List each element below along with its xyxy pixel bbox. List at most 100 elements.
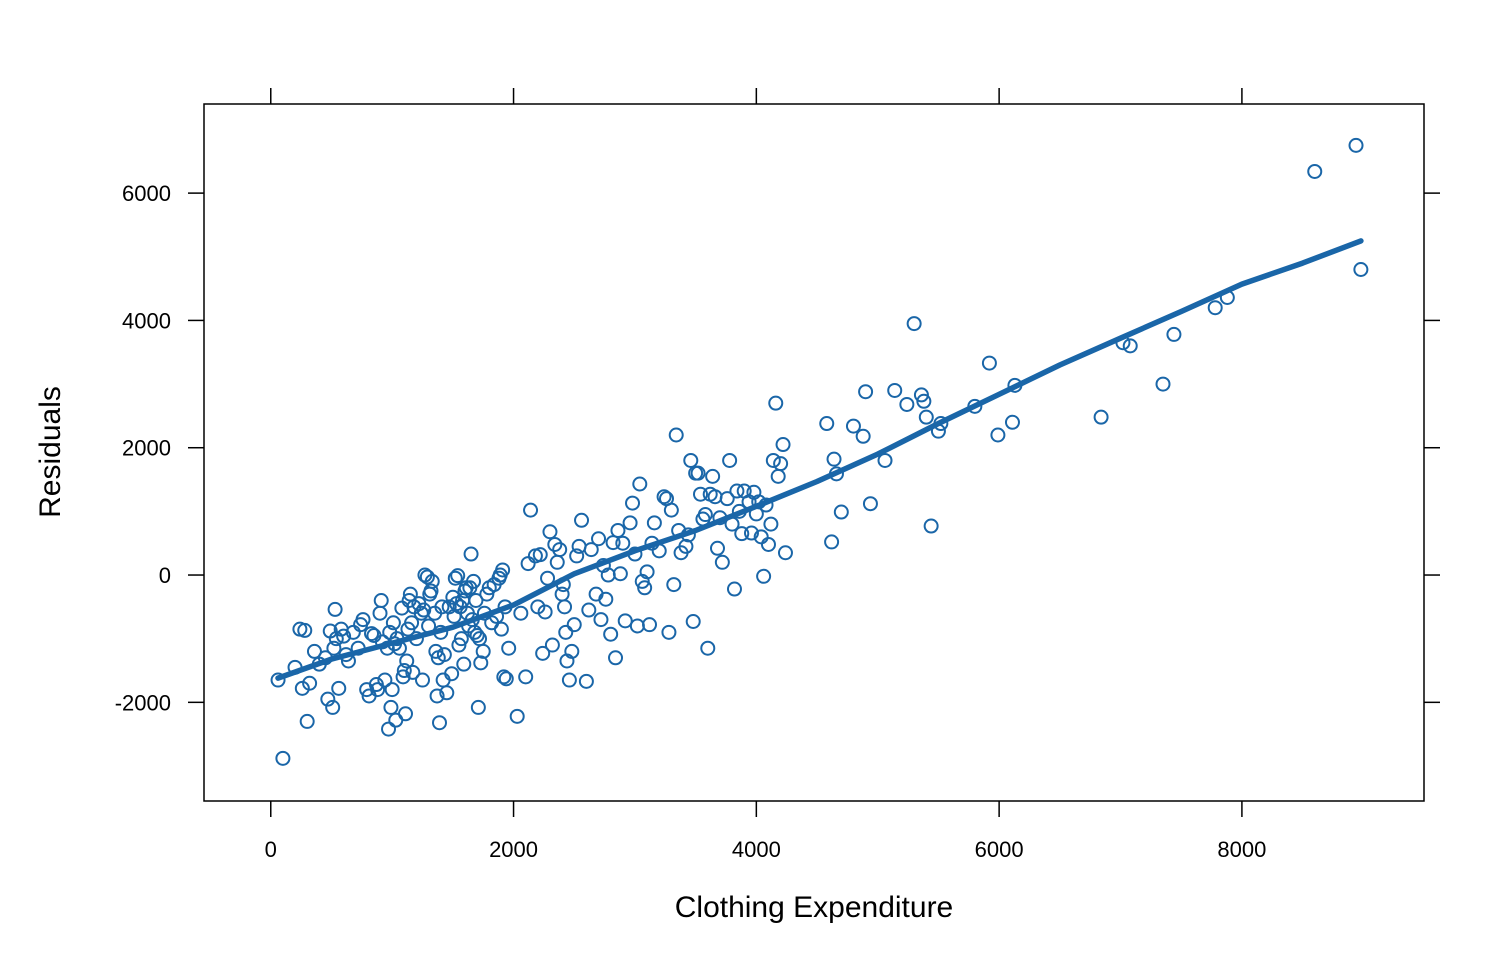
data-point [383,699,399,715]
data-point [692,486,708,502]
data-point [826,451,842,467]
x-tick-label: 4000 [732,837,781,862]
data-point [451,637,467,653]
data-point [598,591,614,607]
axis-tick-labels: 0 2000 4000 6000 8000 -2000 0 2000 4000 6000 [115,181,1267,862]
data-point [845,418,861,434]
data-point [615,535,631,551]
data-point [385,615,401,631]
data-point [719,491,735,507]
data-point [377,672,393,688]
data-point [690,465,706,481]
data-point [384,682,400,698]
data-point [763,516,779,532]
data-point [773,456,789,472]
data-point [707,489,723,505]
data-point [520,556,536,572]
data-point [428,643,444,659]
data-point [663,502,679,518]
data-point [899,396,915,412]
data-point [306,643,322,659]
data-point [547,536,563,552]
data-point [429,688,445,704]
data-point [424,573,440,589]
data-point [916,393,932,409]
data-point [537,604,553,620]
data-point [558,624,574,640]
x-axis-title: Clothing Expenditure [675,891,954,924]
data-point [743,525,759,541]
data-point [593,612,609,628]
y-tick-label: -2000 [115,690,171,715]
x-tick-label: 6000 [975,837,1024,862]
data-point [557,599,573,615]
data-point [858,384,874,400]
data-point [697,507,713,523]
data-point [373,592,389,608]
data-point [918,409,934,425]
data-point [705,468,721,484]
data-point [1155,376,1171,392]
data-point [656,489,672,505]
data-point [498,671,514,687]
data-point [419,569,435,585]
y-tick-label: 0 [159,563,171,588]
data-point [364,626,380,642]
data-point [475,643,491,659]
data-point [399,653,415,669]
data-point [372,605,388,621]
data-point [1166,326,1182,342]
data-point [470,699,486,715]
data-point [581,602,597,618]
data-point [270,672,286,688]
data-point [569,548,585,564]
data-point [722,452,738,468]
data-point [447,570,463,586]
data-point [549,554,565,570]
data-point [469,628,485,644]
data-point [617,613,633,629]
data-point [355,612,371,628]
data-point [465,573,481,589]
data-point [906,316,922,332]
data-point [444,666,460,682]
data-point [923,518,939,534]
data-point [542,524,558,540]
data-point [608,650,624,666]
data-point [398,706,414,722]
data-point [642,617,658,633]
data-point [765,452,781,468]
data-point [453,631,469,647]
data-point [610,522,626,538]
data-point [729,483,745,499]
data-point [450,568,466,584]
data-point [709,540,725,556]
data-point [833,504,849,520]
data-point [479,586,495,602]
data-point [629,618,645,634]
data-point [1004,414,1020,430]
trend-line-group [275,238,1364,681]
y-tick-label: 2000 [122,436,171,461]
data-point [415,672,431,688]
data-point [683,452,699,468]
data-point [388,712,404,728]
data-point [535,645,551,661]
data-point [685,613,701,629]
data-point [824,534,840,550]
data-point [302,675,318,691]
data-point [297,622,313,638]
data-point [819,416,835,432]
data-point [325,699,341,715]
axis-ticks [188,88,1440,817]
data-point [495,562,511,578]
data-point [496,669,512,685]
data-point [612,566,628,582]
data-point [603,626,619,642]
data-point [913,387,929,403]
data-point [777,545,793,561]
x-tick-label: 2000 [489,837,538,862]
data-point [561,672,577,688]
data-point [770,468,786,484]
